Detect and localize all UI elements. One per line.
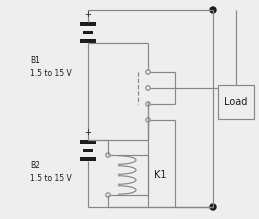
Bar [80,140,96,143]
Bar [80,157,96,161]
Text: +: + [84,128,91,137]
Bar [80,22,96,25]
Bar [83,148,93,152]
Text: K1: K1 [154,170,167,180]
Bar [218,85,254,119]
Bar [80,39,96,42]
Bar [83,30,93,34]
Text: +: + [84,10,91,19]
Circle shape [210,204,216,210]
Text: Load: Load [224,97,248,107]
Text: B1
1.5 to 15 V: B1 1.5 to 15 V [30,56,72,78]
Circle shape [210,7,216,13]
Text: B2
1.5 to 15 V: B2 1.5 to 15 V [30,161,72,183]
